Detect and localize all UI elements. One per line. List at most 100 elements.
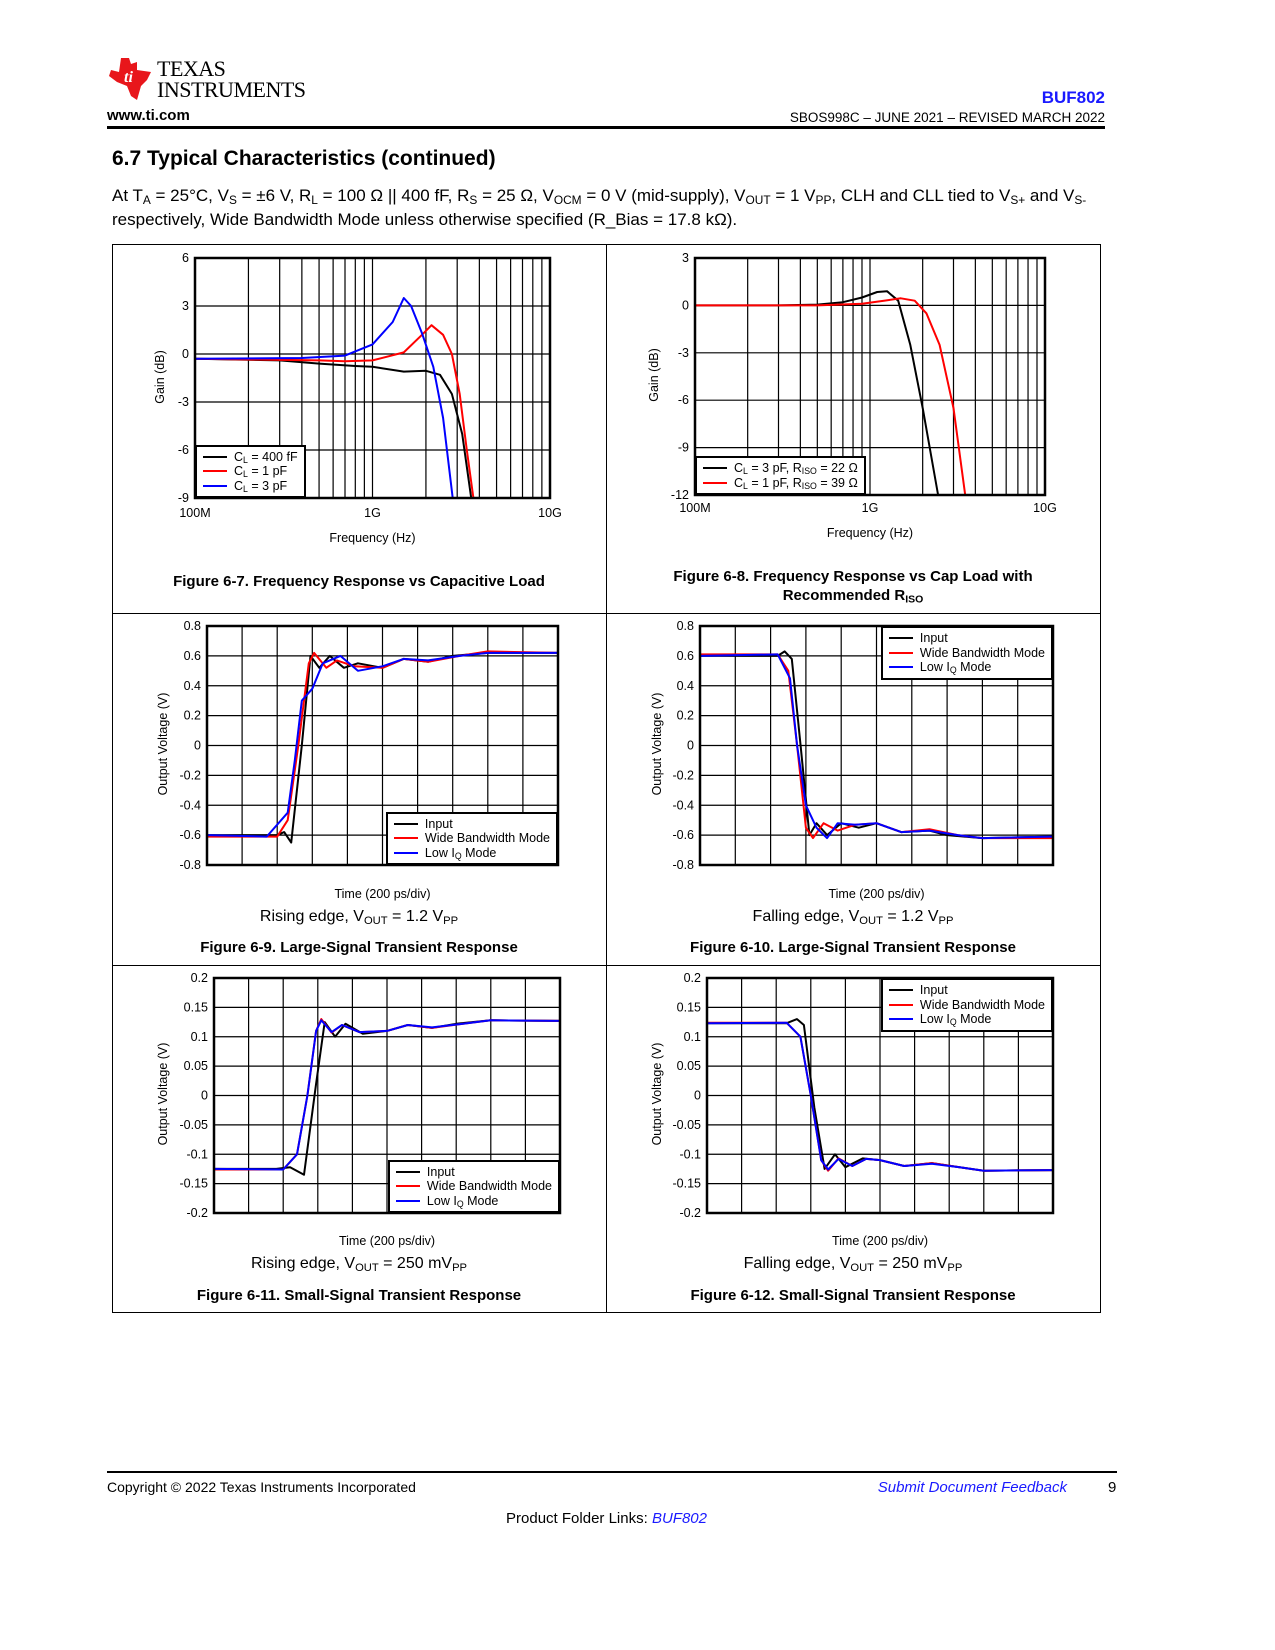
text-part: Rising edge, V <box>251 1255 356 1272</box>
y-tick-label: -0.05 <box>673 1118 702 1132</box>
website-link[interactable]: www.ti.com <box>107 107 190 124</box>
legend-swatch <box>393 837 418 840</box>
caption-text: Figure 6-7. Frequency Response vs Capaci… <box>173 573 545 590</box>
text-part: Falling edge, V <box>743 1255 851 1272</box>
x-axis-label: Frequency (Hz) <box>826 526 914 540</box>
figure-caption: Figure 6-8. Frequency Response vs Cap Lo… <box>606 567 1100 605</box>
x-tick-label: 1G <box>862 501 879 515</box>
caption-text: Figure 6-8. Frequency Response vs Cap Lo… <box>673 568 1033 604</box>
text-part: Low I <box>919 1012 950 1026</box>
row-divider <box>112 613 1101 614</box>
plot-frame <box>693 256 1047 497</box>
text-part: Falling edge, V <box>752 908 860 925</box>
y-tick-label: -0.05 <box>180 1118 209 1132</box>
legend: CL = 3 pF, RISO = 22 Ω CL = 1 pF, RISO = … <box>695 456 866 495</box>
subscript: S <box>228 192 237 207</box>
legend-swatch <box>393 822 418 825</box>
page-number: 9 <box>1108 1479 1117 1496</box>
legend: CL = 400 fF CL = 1 pF CL = 3 pF <box>195 444 306 498</box>
part-number-link[interactable]: BUF802 <box>1041 88 1105 107</box>
text-part: At T <box>112 186 143 205</box>
series-line <box>706 1021 1054 1172</box>
column-divider <box>606 244 607 1313</box>
text-part: = 1 pF, R <box>747 475 802 490</box>
x-tick-label: 100M <box>679 501 710 515</box>
subscript: OUT <box>850 1261 875 1274</box>
y-tick-label: -0.15 <box>180 1177 209 1191</box>
y-tick-label: -3 <box>178 395 189 409</box>
legend-item: Low IQ Mode <box>395 1194 552 1209</box>
text-part: = 250 mV <box>378 1255 453 1272</box>
row-divider <box>112 965 1101 966</box>
legend-label: Low IQ Mode <box>427 1194 498 1209</box>
y-tick-label: -0.1 <box>679 1147 701 1161</box>
y-tick-label: 3 <box>182 299 189 313</box>
product-folder-link[interactable]: BUF802 <box>651 1510 707 1527</box>
product-folder-label: Product Folder Links: <box>506 1510 652 1527</box>
y-tick-label: 0.4 <box>184 679 201 693</box>
submit-feedback-link[interactable]: Submit Document Feedback <box>877 1479 1067 1496</box>
text-part: and V <box>1025 186 1075 205</box>
y-tick-label: -0.2 <box>179 768 201 782</box>
y-tick-label: -6 <box>178 443 189 457</box>
figure-panel: 0.8 0.6 0.4 0.2 0 -0.2 -0.4 -0.6 -0.8 Output Volt… <box>112 613 606 965</box>
legend-swatch <box>395 1170 420 1173</box>
legend-item: Input <box>888 983 1045 998</box>
series-line <box>695 297 967 496</box>
figure-caption: Figure 6-11. Small-Signal Transient Resp… <box>112 1286 606 1305</box>
legend-item: CL = 3 pF, RISO = 22 Ω <box>703 461 858 476</box>
y-tick-label: 0 <box>694 1089 701 1103</box>
y-tick-label: 0.6 <box>184 649 201 663</box>
y-tick-label: -0.8 <box>672 858 694 872</box>
text-part: C <box>234 464 244 478</box>
text-part: Rising edge, V <box>259 908 364 925</box>
subscript: A <box>142 192 151 207</box>
legend-item: Wide Bandwidth Mode <box>393 831 550 846</box>
y-axis-label: Gain (dB) <box>647 348 661 402</box>
figure-subtitle: Falling edge, VOUT = 1.2 VPP <box>606 908 1100 926</box>
legend-swatch <box>395 1185 420 1188</box>
figure-panel: 0.2 0.15 0.1 0.05 0 -0.05 -0.1 -0.15 -0.2 Output … <box>606 965 1100 1312</box>
text-part: = 39 Ω <box>816 475 858 490</box>
svg-text:ti: ti <box>124 69 133 86</box>
legend-swatch <box>203 455 227 458</box>
product-folder-links: Product Folder Links: BUF802 <box>0 1510 1213 1527</box>
y-tick-label: -0.6 <box>179 828 201 842</box>
legend-label: Input <box>920 983 948 998</box>
text-part: = 100 Ω || 400 fF, R <box>317 186 470 205</box>
text-part: , CLH and CLL tied to V <box>831 186 1011 205</box>
ti-logo: ti Texas Instruments <box>107 56 306 102</box>
text-part: C <box>734 461 744 475</box>
text-part: Wide Bandwidth Mode <box>919 997 1045 1012</box>
legend: Input Wide Bandwidth Mode Low IQ Mode <box>880 626 1053 680</box>
text-part: Wide Bandwidth Mode <box>919 645 1045 660</box>
test-conditions: At TA = 25°C, VS = ±6 V, RL = 100 Ω || 4… <box>112 184 1102 232</box>
text-part: Low I <box>424 845 455 860</box>
text-part: Input <box>426 1164 455 1179</box>
text-part: = ±6 V, R <box>236 186 312 205</box>
figure-caption: Figure 6-7. Frequency Response vs Capaci… <box>112 572 606 591</box>
y-axis-label: Output Voltage (V) <box>650 1042 664 1146</box>
series-line <box>213 1019 561 1171</box>
y-tick-label: 6 <box>182 251 189 265</box>
x-axis-label: Frequency (Hz) <box>329 531 416 545</box>
text-part: Input <box>919 983 948 997</box>
legend-label: Low IQ Mode <box>920 660 991 675</box>
subscript: Q <box>949 665 957 676</box>
text-part: = 1.2 V <box>882 908 939 925</box>
y-tick-label: -3 <box>678 346 689 360</box>
legend-swatch <box>395 1199 420 1202</box>
text-part: = 25°C, V <box>150 186 229 205</box>
y-tick-label: 0 <box>194 739 201 753</box>
text-part: Input <box>424 816 453 831</box>
series-line <box>206 651 558 838</box>
legend-item: Low IQ Mode <box>393 845 550 860</box>
text-part: Low I <box>919 660 950 674</box>
subscript: Q <box>949 1017 957 1028</box>
y-tick-label: 0 <box>687 739 694 753</box>
text-part: = 25 Ω, V <box>477 186 554 205</box>
legend-item: Low IQ Mode <box>888 1012 1045 1028</box>
legend-item: Input <box>888 631 1045 646</box>
y-tick-label: 0.05 <box>677 1059 701 1073</box>
